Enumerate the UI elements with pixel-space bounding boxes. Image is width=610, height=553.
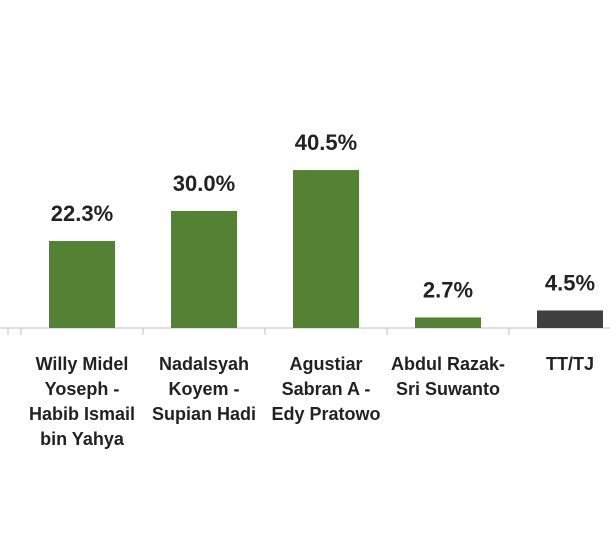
bar — [171, 211, 237, 328]
value-label: 30.0% — [173, 171, 235, 196]
x-tick-label: Willy Midel Yoseph - Habib Ismail bin Ya… — [28, 354, 136, 449]
value-label: 4.5% — [545, 270, 595, 295]
value-label: 40.5% — [295, 130, 357, 155]
x-tick-label: Agustiar Sabran A - Edy Pratowo — [271, 354, 381, 424]
x-tick-label: TT/TJ — [546, 354, 594, 374]
value-label: 2.7% — [423, 277, 473, 302]
bar — [537, 310, 603, 328]
bar — [49, 241, 115, 328]
value-label: 22.3% — [51, 201, 113, 226]
bar — [293, 170, 359, 328]
bar — [415, 317, 481, 328]
x-tick-label: Nadalsyah Koyem - Supian Hadi — [151, 354, 256, 424]
x-tick-label: Abdul Razak- Sri Suwanto — [390, 354, 505, 399]
